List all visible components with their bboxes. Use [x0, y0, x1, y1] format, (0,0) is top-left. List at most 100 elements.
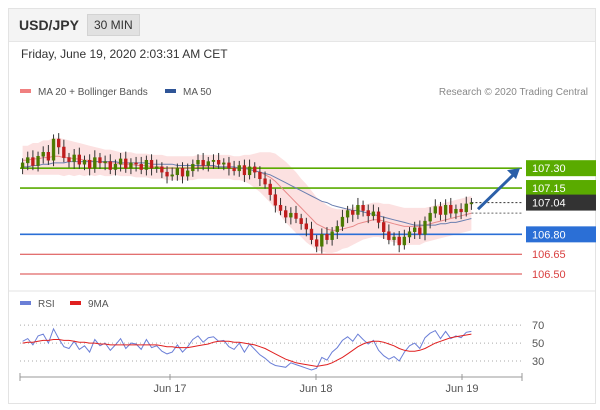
candle — [196, 159, 200, 165]
candle — [433, 206, 437, 214]
candle — [273, 194, 278, 206]
candle — [31, 157, 35, 166]
candle — [72, 154, 76, 162]
candle — [407, 231, 412, 238]
candle — [289, 212, 293, 218]
candle — [443, 204, 448, 215]
forecast-arrow-head — [507, 168, 520, 180]
legend-swatch — [20, 89, 31, 93]
timeframe-button[interactable]: 30 MIN — [87, 14, 140, 36]
candle — [113, 163, 118, 170]
candle — [232, 167, 236, 172]
candle — [175, 167, 180, 176]
candle — [428, 212, 432, 222]
level-value: 106.65 — [532, 249, 566, 261]
candle — [459, 208, 463, 213]
candle — [165, 171, 169, 177]
candle — [376, 211, 381, 223]
candle — [155, 166, 159, 169]
candle — [345, 210, 350, 218]
candle — [237, 165, 241, 172]
candle — [160, 166, 164, 173]
candle — [98, 157, 102, 164]
symbol-label: USD/JPY — [19, 17, 79, 33]
bollinger-band — [22, 137, 472, 253]
candle — [351, 210, 355, 215]
candle — [129, 162, 133, 169]
candle — [51, 138, 56, 161]
candle — [304, 223, 308, 230]
candle — [216, 159, 221, 165]
legend-label: MA 50 — [183, 87, 212, 98]
datetime-label: Friday, June 19, 2020 2:03:31 AM CET — [21, 47, 228, 61]
candle — [186, 170, 190, 177]
candle — [20, 162, 25, 169]
level-tag — [526, 180, 596, 197]
candle — [170, 174, 174, 177]
rsi-tick-label: 30 — [532, 356, 544, 368]
candle — [57, 138, 61, 148]
candle — [299, 218, 303, 225]
credit-label: Research © 2020 Trading Central — [439, 87, 588, 98]
candle — [325, 234, 329, 240]
candle — [294, 212, 298, 219]
level-value: 106.80 — [532, 229, 566, 241]
candle — [108, 161, 112, 170]
rsi-tick-label: 70 — [532, 320, 544, 332]
chart-header: USD/JPY 30 MIN — [9, 9, 595, 42]
candle — [309, 228, 314, 240]
candle — [87, 159, 92, 169]
rsi-legend-swatch — [20, 301, 31, 305]
candle — [464, 203, 468, 213]
candle — [149, 159, 154, 169]
candle — [191, 163, 195, 172]
candle — [242, 165, 247, 176]
candle — [361, 204, 365, 211]
candle — [227, 162, 231, 169]
candle — [134, 162, 138, 165]
candle — [180, 167, 185, 177]
candle — [77, 154, 81, 165]
candle — [366, 210, 370, 217]
legend-swatch — [165, 89, 176, 93]
candle — [247, 166, 252, 176]
level-value: 106.50 — [532, 269, 566, 281]
candle — [93, 157, 97, 169]
candle — [103, 161, 107, 164]
candle — [124, 158, 128, 169]
candle — [41, 152, 45, 157]
x-tick-label: Jun 18 — [299, 383, 332, 395]
level-tag — [526, 226, 596, 243]
candle — [263, 178, 267, 185]
candle — [26, 157, 30, 164]
candle — [82, 159, 87, 165]
rsi-tick-label: 50 — [532, 338, 544, 350]
last-price-tag — [526, 194, 596, 211]
candle — [340, 216, 345, 227]
x-tick-label: Jun 19 — [445, 383, 478, 395]
candle — [397, 236, 401, 246]
candle — [454, 208, 458, 214]
candle — [438, 206, 443, 215]
candle — [118, 158, 123, 165]
rsi-legend-label: 9MA — [88, 299, 109, 310]
candle — [356, 204, 360, 215]
rsi-legend-swatch — [70, 301, 81, 305]
rsi-legend-label: RSI — [38, 299, 55, 310]
candle — [382, 222, 386, 232]
level-value: 107.15 — [532, 183, 566, 195]
chart-widget: USD/JPY 30 MIN Friday, June 19, 2020 2:0… — [8, 8, 596, 404]
rsi-line — [22, 327, 472, 371]
candle — [392, 236, 396, 240]
candle — [46, 152, 51, 161]
candle — [62, 146, 66, 158]
x-tick-label: Jun 17 — [153, 383, 186, 395]
candle — [335, 226, 339, 232]
candle — [413, 227, 417, 232]
level-value: 107.30 — [532, 163, 566, 175]
candle — [268, 183, 272, 195]
candle — [36, 156, 40, 166]
level-tag — [526, 160, 596, 177]
candle — [144, 159, 149, 170]
